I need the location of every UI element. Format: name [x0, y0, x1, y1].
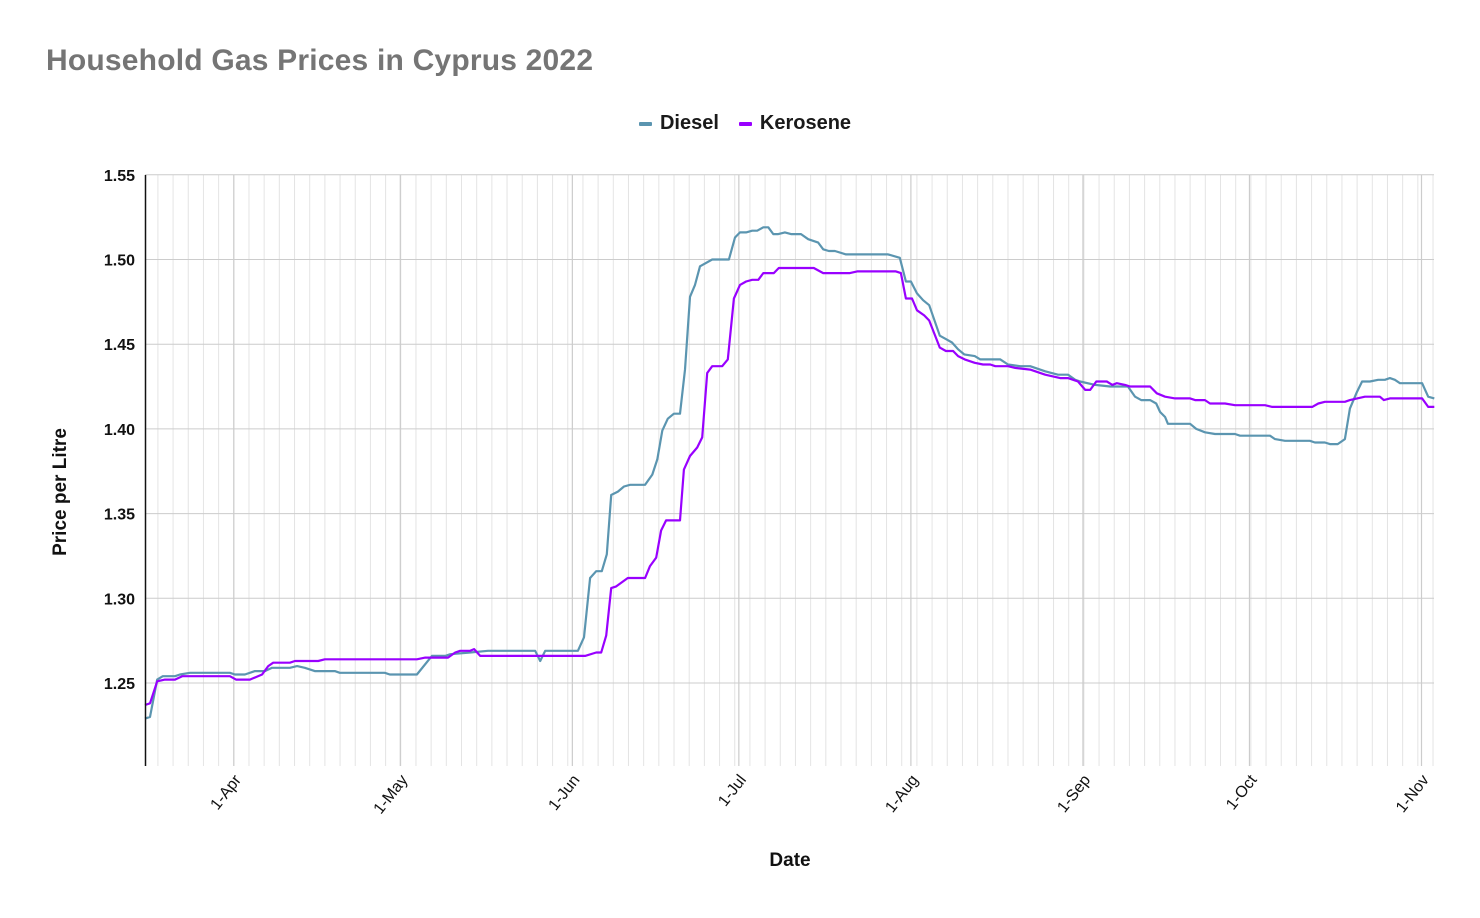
series-line-diesel: [144, 226, 1435, 720]
x-tick-label: 1-Nov: [1393, 772, 1433, 816]
y-tick-label: 1.50: [104, 253, 135, 270]
y-tick-label: 1.30: [104, 591, 135, 608]
x-axis-title: Date: [769, 850, 810, 871]
y-axis-title: Price per Litre: [50, 428, 71, 556]
legend-label: Diesel: [659, 112, 719, 134]
legend-item-kerosene[interactable]: Kerosene: [738, 112, 852, 135]
x-tick-label: 1-Oct: [1223, 772, 1261, 814]
kerosene-swatch-icon: [738, 121, 752, 126]
chart-title: Household Gas Prices in Cyprus 2022: [46, 44, 594, 77]
x-tick-label: 1-Sep: [1054, 772, 1094, 816]
y-tick-label: 1.40: [104, 422, 135, 439]
series-line-kerosene: [144, 266, 1435, 707]
diesel-swatch-icon: [638, 121, 652, 126]
gridlines: [145, 174, 1434, 766]
legend-label: Kerosene: [759, 112, 852, 134]
y-tick-label: 1.55: [104, 168, 135, 185]
series-lines: [144, 226, 1435, 720]
x-tick-label: 1-May: [371, 772, 412, 817]
y-axis-ticks: 1.25 1.30 1.35 1.40 1.45 1.50 1.55: [104, 168, 135, 693]
x-tick-label: 1-Aug: [882, 772, 922, 816]
y-tick-label: 1.25: [104, 676, 135, 693]
x-tick-label: 1-Apr: [207, 771, 245, 813]
x-tick-label: 1-Jun: [545, 772, 583, 814]
y-tick-label: 1.45: [104, 337, 135, 354]
x-tick-label: 1-Jul: [715, 772, 750, 810]
legend: Diesel Kerosene: [0, 112, 1480, 135]
y-tick-label: 1.35: [104, 507, 135, 524]
x-axis-ticks: 1-Apr 1-May 1-Jun 1-Jul 1-Aug 1-Sep 1-Oct 1-Nov: [207, 771, 1432, 817]
legend-item-diesel[interactable]: Diesel: [638, 112, 719, 135]
